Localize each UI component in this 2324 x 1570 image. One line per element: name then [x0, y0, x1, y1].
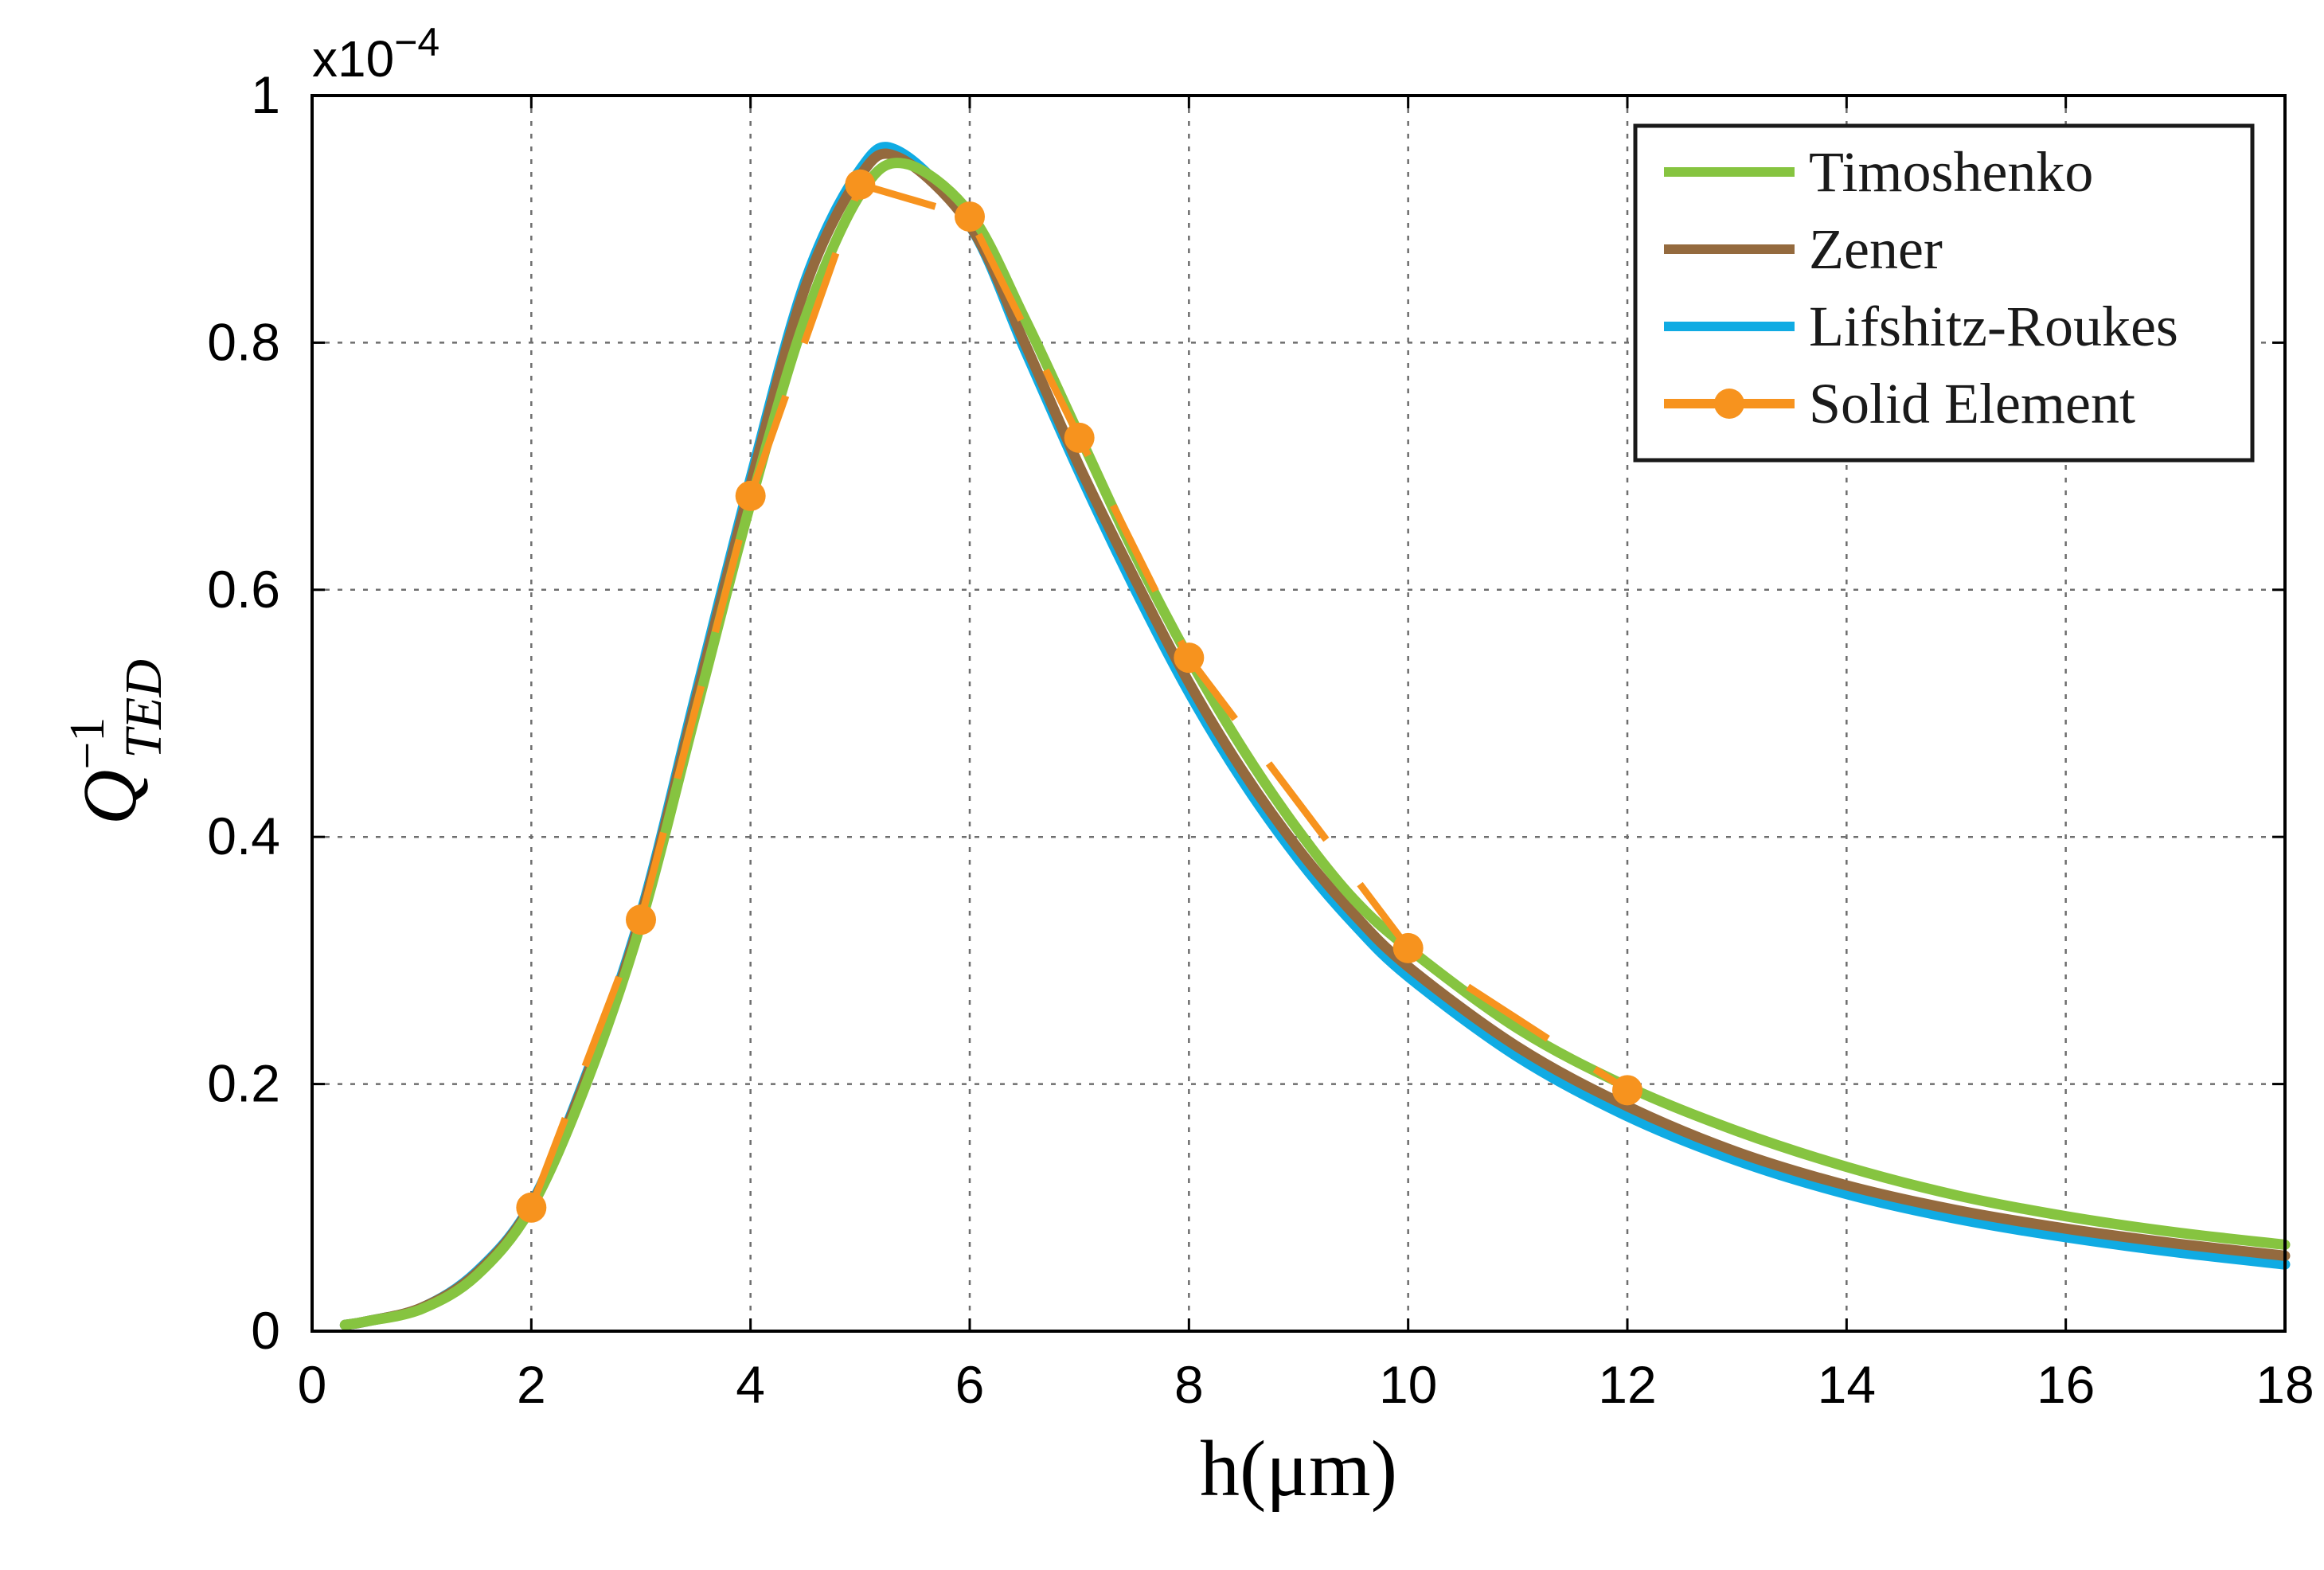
legend-label-lifshitz-roukes: Lifshitz-Roukes [1809, 295, 2178, 358]
x-tick-label: 2 [517, 1355, 546, 1414]
x-tick-label: 8 [1174, 1355, 1204, 1414]
y-scale-factor-label: x10−4 [312, 20, 439, 88]
legend-item-timoshenko: Timoshenko [1664, 140, 2093, 204]
legend-items: Timoshenko Zener Lifshitz-Roukes Solid Elem… [1664, 140, 2178, 435]
y-tick-label: 0.4 [207, 806, 280, 865]
x-tick-label: 0 [298, 1355, 327, 1414]
legend-label-solid-element: Solid Element [1809, 372, 2135, 435]
y-label-subscript: TED [115, 659, 173, 759]
legend-item-lifshitz-roukes: Lifshitz-Roukes [1664, 295, 2178, 358]
legend: Timoshenko Zener Lifshitz-Roukes Solid Elem… [1633, 123, 2255, 463]
x-tick-label: 10 [1379, 1355, 1437, 1414]
legend-item-solid-element: Solid Element [1664, 372, 2135, 435]
data-point-solid-element [1392, 932, 1424, 963]
y-tick-label: 0.2 [207, 1054, 280, 1113]
x-tick-label: 18 [2256, 1355, 2314, 1414]
series-line-solid-element [528, 180, 1630, 1209]
x-tick-label: 6 [955, 1355, 985, 1414]
data-point-solid-element [845, 169, 876, 200]
y-tick-label: 0 [251, 1301, 280, 1360]
data-point-solid-element [735, 480, 766, 511]
y-scale-exponent: −4 [394, 20, 439, 64]
data-point-solid-element [955, 201, 985, 232]
data-point-solid-element [626, 904, 656, 935]
y-label-superscript: −1 [61, 717, 115, 770]
series-markers [516, 169, 1642, 1223]
y-axis-label: Q−1TED [61, 659, 173, 825]
data-point-solid-element [516, 1192, 547, 1223]
x-tick-label: 14 [1818, 1355, 1876, 1414]
x-tick-label: 4 [736, 1355, 765, 1414]
legend-label-timoshenko: Timoshenko [1809, 140, 2093, 204]
data-point-solid-element [1064, 422, 1095, 453]
y-tick-label: 0.8 [207, 312, 280, 371]
y-tick-label: 1 [251, 65, 280, 124]
legend-label-zener: Zener [1809, 217, 1943, 281]
y-tick-label: 0.6 [207, 560, 280, 619]
data-point-solid-element [1174, 642, 1205, 674]
axis-ticks: 0 2 4 6 8 10 12 14 16 18 0 0.2 0.4 0.6 0.8 1 [207, 65, 2314, 1414]
y-scale-base: x10 [312, 30, 394, 88]
legend-item-zener: Zener [1664, 217, 1943, 281]
y-label-base: Q [67, 770, 152, 825]
legend-marker-solid-element [1714, 389, 1744, 419]
data-point-solid-element [1612, 1075, 1642, 1106]
x-tick-label: 12 [1598, 1355, 1656, 1414]
plot-area-frame [311, 94, 2287, 1333]
x-axis-label: h(μm) [1200, 1424, 1397, 1513]
x-tick-label: 16 [2037, 1355, 2095, 1414]
